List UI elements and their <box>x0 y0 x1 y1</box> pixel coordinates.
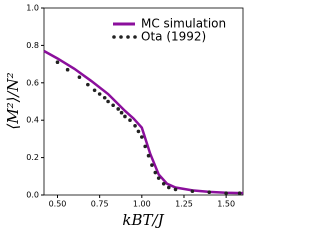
scatter-point <box>128 118 132 122</box>
y-tick-label: 0.0 <box>26 191 39 200</box>
x-tick-label: 0.50 <box>49 200 67 209</box>
scatter-point <box>161 181 166 186</box>
scatter-point <box>207 190 212 194</box>
series-line <box>43 49 244 195</box>
scatter-point <box>119 110 124 115</box>
legend-label: MC simulation <box>141 17 226 31</box>
scatter-point <box>77 75 82 79</box>
scatter-point <box>106 99 110 104</box>
chart: kBT/J ⟨M²⟩/N² 0.50 0.75 1.00 1.25 1.50 0.0 0.2… <box>4 4 244 229</box>
scatter-point <box>140 135 144 139</box>
x-tick-label: 1.00 <box>133 200 151 209</box>
scatter-point <box>123 114 127 119</box>
legend-swatch <box>112 35 116 39</box>
scatter-point <box>92 88 97 93</box>
scatter-point <box>102 95 107 100</box>
scatter-point <box>65 67 70 72</box>
x-tick-label: 1.25 <box>175 200 193 209</box>
scatter-point <box>224 191 228 195</box>
scatter-point <box>86 82 90 87</box>
y-tick-label: 0.6 <box>26 78 39 87</box>
scatter-point <box>116 107 121 111</box>
scatter-point <box>150 163 154 167</box>
x-tick-label: 0.75 <box>91 200 109 209</box>
scatter-point <box>133 124 137 128</box>
scatter-point <box>237 191 242 195</box>
scatter-point <box>146 153 151 158</box>
scatter-point <box>166 185 171 190</box>
x-axis-label: kBT/J <box>122 211 164 229</box>
y-tick-label: 0.4 <box>26 116 39 125</box>
legend-swatch <box>119 35 123 39</box>
y-axis-label: ⟨M²⟩/N² <box>4 72 22 129</box>
scatter-point <box>55 60 60 65</box>
scatter-point <box>156 176 161 180</box>
legend-swatch <box>133 35 137 39</box>
y-tick-label: 0.8 <box>26 41 39 50</box>
legend-label: Ota (1992) <box>141 30 206 44</box>
scatter-point <box>136 129 141 134</box>
scatter-point <box>111 103 115 108</box>
x-tick-label: 1.50 <box>217 200 235 209</box>
legend-swatch <box>126 35 130 39</box>
y-tick-label: 1.0 <box>26 4 39 13</box>
scatter-point <box>173 187 178 192</box>
scatter-point <box>190 189 195 194</box>
scatter-point <box>97 92 102 96</box>
scatter-point <box>143 144 147 149</box>
plot-frame <box>43 7 244 196</box>
scatter-point <box>153 170 158 175</box>
y-tick-label: 0.2 <box>26 153 39 162</box>
